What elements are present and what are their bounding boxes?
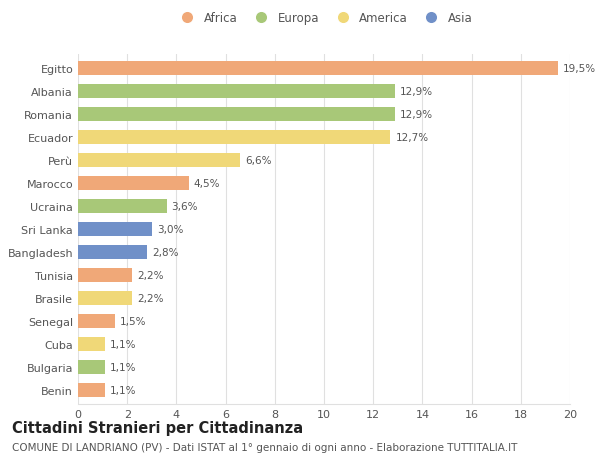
Text: COMUNE DI LANDRIANO (PV) - Dati ISTAT al 1° gennaio di ogni anno - Elaborazione : COMUNE DI LANDRIANO (PV) - Dati ISTAT al…: [12, 442, 517, 452]
Bar: [78, 269, 132, 282]
Text: 3,0%: 3,0%: [157, 224, 183, 235]
Text: 1,1%: 1,1%: [110, 339, 136, 349]
Text: 12,9%: 12,9%: [400, 110, 433, 120]
Text: 4,5%: 4,5%: [194, 179, 220, 189]
Bar: [78, 62, 558, 76]
Text: 19,5%: 19,5%: [563, 64, 596, 74]
Bar: [78, 383, 105, 397]
Text: Cittadini Stranieri per Cittadinanza: Cittadini Stranieri per Cittadinanza: [12, 420, 303, 435]
Bar: [78, 200, 167, 213]
Bar: [78, 291, 132, 305]
Text: 12,7%: 12,7%: [395, 133, 428, 143]
Bar: [78, 154, 241, 168]
Legend: Africa, Europa, America, Asia: Africa, Europa, America, Asia: [175, 12, 473, 25]
Bar: [78, 131, 391, 145]
Text: 2,2%: 2,2%: [137, 293, 164, 303]
Text: 1,1%: 1,1%: [110, 362, 136, 372]
Bar: [78, 246, 147, 259]
Text: 1,1%: 1,1%: [110, 385, 136, 395]
Text: 1,5%: 1,5%: [120, 316, 146, 326]
Bar: [78, 85, 395, 99]
Bar: [78, 223, 152, 236]
Bar: [78, 360, 105, 374]
Bar: [78, 314, 115, 328]
Text: 3,6%: 3,6%: [172, 202, 198, 212]
Text: 2,8%: 2,8%: [152, 247, 178, 257]
Text: 12,9%: 12,9%: [400, 87, 433, 97]
Bar: [78, 108, 395, 122]
Text: 2,2%: 2,2%: [137, 270, 164, 280]
Bar: [78, 337, 105, 351]
Bar: [78, 177, 188, 190]
Text: 6,6%: 6,6%: [245, 156, 272, 166]
